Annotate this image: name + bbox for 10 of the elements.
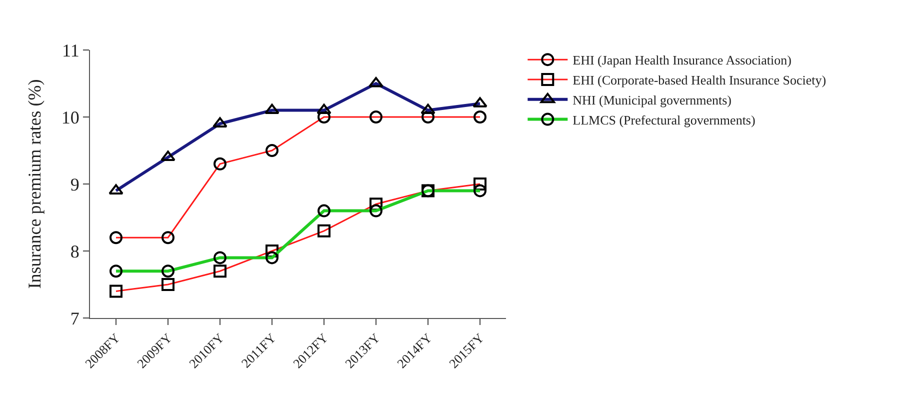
y-tick-label: 10: [61, 107, 80, 128]
y-tick-label: 9: [70, 174, 80, 194]
legend-label: NHI (Municipal governments): [572, 92, 732, 108]
legend-label: EHI (Japan Health Insurance Association): [572, 52, 792, 68]
y-tick-label: 8: [70, 241, 80, 262]
y-tick-label: 7: [70, 308, 80, 328]
legend-label: EHI (Corporate-based Health Insurance Society): [572, 72, 826, 88]
legend-label: LLMCS (Prefectural governments): [572, 112, 756, 128]
y-axis-title: Insurance premium rates (%): [24, 79, 45, 289]
y-tick-label: 11: [62, 40, 80, 60]
